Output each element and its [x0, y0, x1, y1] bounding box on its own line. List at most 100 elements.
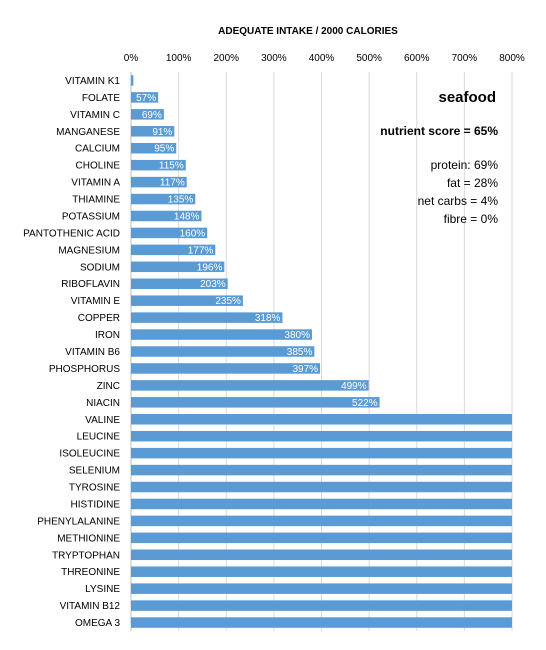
bar — [131, 532, 512, 544]
category-label: VITAMIN K1 — [65, 76, 120, 87]
bar — [131, 464, 512, 476]
data-label: 115% — [159, 161, 184, 172]
bar — [131, 380, 369, 391]
data-label: 318% — [255, 313, 281, 324]
bar — [131, 261, 225, 273]
bar — [131, 295, 243, 306]
nutrient-score: nutrient score = 65% — [380, 124, 498, 138]
category-label: SELENIUM — [69, 466, 120, 477]
protein-share: protein: 69% — [431, 158, 499, 172]
data-label: 117% — [160, 178, 185, 189]
bar — [131, 193, 196, 205]
bar — [131, 159, 186, 171]
category-label: VITAMIN C — [70, 110, 120, 121]
category-label: PANTOTHENIC ACID — [23, 228, 120, 239]
category-label: THIAMINE — [72, 195, 120, 206]
category-label: VITAMIN B6 — [65, 347, 120, 358]
bar — [131, 278, 228, 289]
x-tick-label: 600% — [404, 53, 430, 64]
category-label: POTASSIUM — [62, 211, 120, 222]
category-label: HISTIDINE — [71, 499, 121, 510]
category-label: ISOLEUCINE — [59, 449, 120, 460]
data-label: 160% — [180, 228, 206, 239]
category-label: METHIONINE — [57, 533, 120, 544]
category-label: VITAMIN B12 — [60, 601, 121, 612]
bar — [131, 414, 512, 425]
bar — [131, 447, 512, 459]
bar — [131, 126, 175, 137]
data-label: 95% — [154, 144, 174, 155]
bar — [131, 566, 512, 577]
category-label: TRYPTOPHAN — [52, 550, 120, 561]
category-label: SODIUM — [80, 262, 120, 273]
category-label: ZINC — [97, 381, 120, 392]
x-tick-label: 100% — [166, 53, 192, 64]
net-carbs-share: net carbs = 4% — [418, 194, 499, 208]
data-label: 196% — [197, 262, 223, 273]
fibre-share: fibre = 0% — [444, 212, 499, 226]
data-label: 177% — [188, 245, 214, 256]
category-label: MANGANESE — [56, 127, 120, 138]
bar — [131, 312, 283, 323]
bar — [131, 227, 208, 239]
category-label: VALINE — [85, 415, 120, 426]
category-label: PHOSPHORUS — [49, 364, 120, 375]
x-tick-label: 300% — [261, 53, 287, 64]
category-label: OMEGA 3 — [75, 618, 120, 629]
category-label: COPPER — [78, 313, 120, 324]
bar — [131, 142, 177, 154]
bars — [131, 75, 512, 628]
data-label: 57% — [136, 93, 156, 104]
x-tick-label: 800% — [499, 53, 525, 64]
bar — [131, 600, 512, 611]
bar — [131, 397, 380, 408]
bar — [131, 515, 512, 527]
data-label: 522% — [352, 398, 378, 409]
fat-share: fat = 28% — [447, 176, 498, 190]
bar — [131, 75, 134, 86]
bar — [131, 617, 512, 628]
bar — [131, 176, 187, 188]
category-label: VITAMIN E — [71, 296, 121, 307]
bar — [131, 498, 512, 510]
data-label: 203% — [200, 279, 226, 290]
category-label: THREONINE — [61, 567, 120, 578]
bar — [131, 210, 202, 222]
bar — [131, 430, 512, 442]
data-label: 380% — [284, 330, 310, 341]
bar — [131, 92, 159, 103]
bar — [131, 481, 512, 493]
category-label: IRON — [95, 330, 120, 341]
bar — [131, 109, 164, 120]
category-label: TYROSINE — [69, 483, 120, 494]
annotation-box: seafood nutrient score = 65% protein: 69… — [380, 89, 498, 226]
category-label: CHOLINE — [76, 161, 121, 172]
bar — [131, 363, 321, 374]
bar — [131, 244, 216, 256]
bar — [131, 346, 315, 357]
category-label: FOLATE — [82, 93, 120, 104]
data-label: 235% — [215, 296, 241, 307]
data-label: 91% — [152, 127, 172, 138]
x-axis-ticks: 0% 100% 200% 300% 400% 500% 600% 700% 800% — [124, 53, 525, 64]
bar — [131, 329, 312, 340]
data-label: 385% — [287, 347, 313, 358]
x-tick-label: 400% — [309, 53, 335, 64]
category-label: CALCIUM — [75, 144, 120, 155]
data-label: 69% — [142, 110, 162, 121]
x-tick-label: 500% — [356, 53, 382, 64]
data-label: 397% — [292, 364, 318, 375]
category-label: MAGNESIUM — [58, 245, 120, 256]
x-tick-label: 200% — [213, 53, 239, 64]
food-heading: seafood — [438, 89, 496, 106]
category-label: NIACIN — [86, 398, 120, 409]
category-label: PHENYLALANINE — [37, 516, 120, 527]
bar — [131, 549, 512, 561]
data-label: 135% — [168, 195, 194, 206]
x-tick-label: 700% — [452, 53, 478, 64]
bar — [131, 583, 512, 594]
category-label: LYSINE — [85, 584, 120, 595]
chart-title: ADEQUATE INTAKE / 2000 CALORIES — [218, 26, 398, 37]
category-label: LEUCINE — [77, 432, 121, 443]
